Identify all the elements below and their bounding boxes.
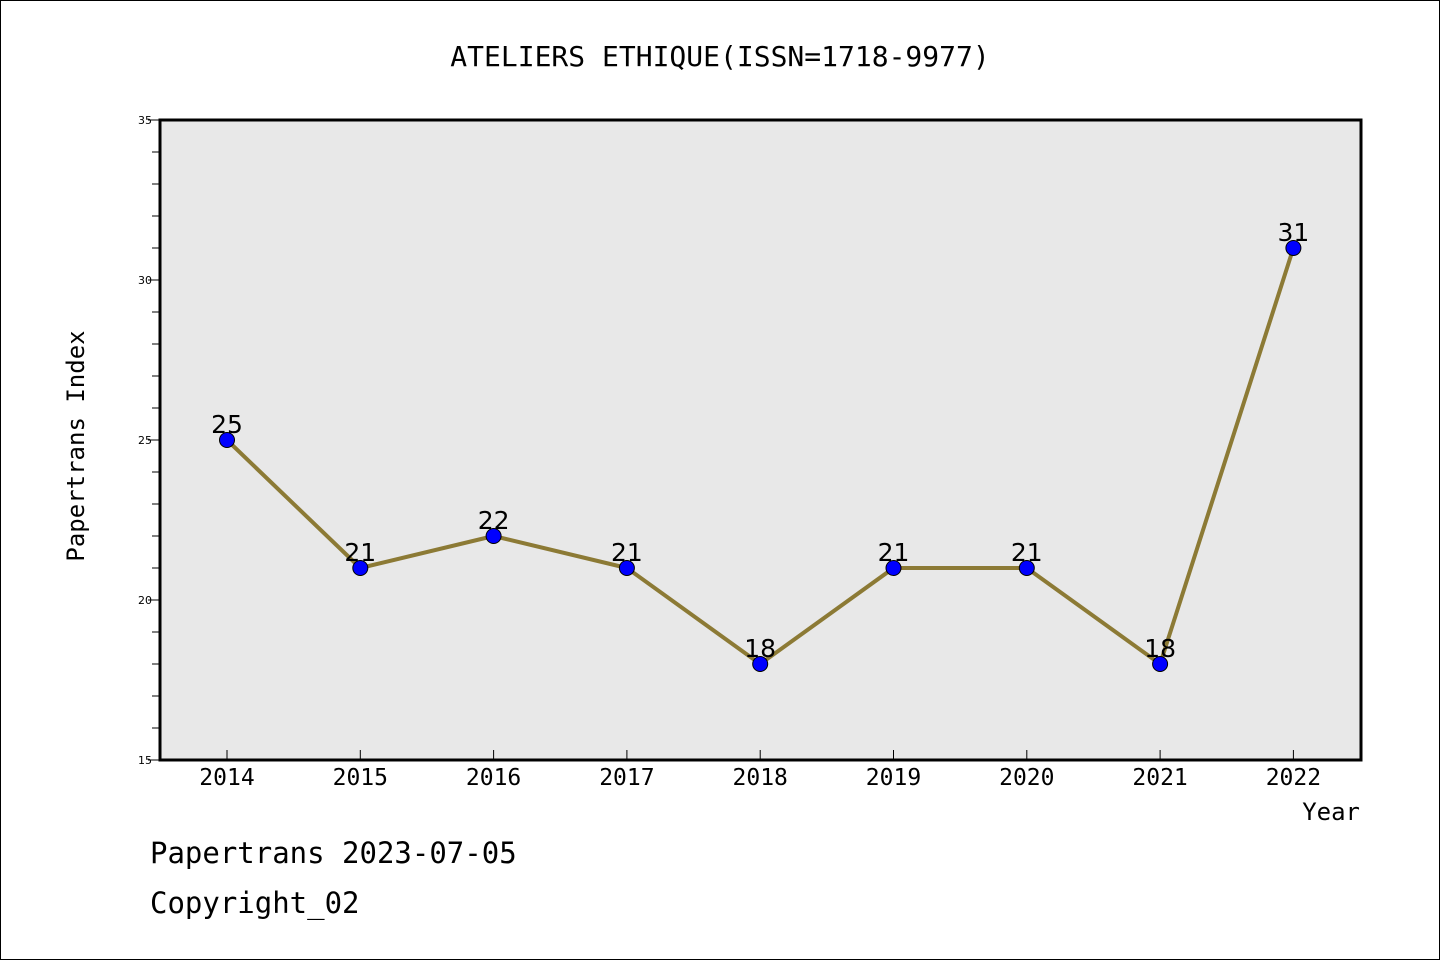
data-labels: 25 21 22 21 18 21 21 18 31	[211, 218, 1309, 663]
data-label: 18	[1144, 634, 1176, 663]
x-tick-label: 2022	[1266, 765, 1321, 791]
y-tick-label: 30	[138, 274, 152, 287]
data-label: 18	[744, 634, 776, 663]
data-point	[485, 528, 502, 544]
x-tick-label: 2016	[466, 765, 521, 791]
data-label: 21	[344, 538, 376, 567]
chart-title: ATELIERS ETHIQUE(ISSN=1718-9977)	[450, 40, 989, 73]
x-axis-ticks: 2014 2015 2016 2017 2018 2019 2020 2021 2022	[199, 750, 1321, 791]
data-label: 21	[611, 538, 643, 567]
data-point	[352, 560, 369, 576]
data-label: 25	[211, 410, 243, 439]
x-tick-label: 2014	[199, 765, 254, 791]
data-label: 21	[1011, 538, 1043, 567]
data-point	[1018, 560, 1035, 576]
y-tick-label: 20	[138, 594, 152, 607]
data-label: 31	[1277, 218, 1309, 247]
data-label: 22	[478, 506, 510, 535]
x-tick-label: 2017	[599, 765, 654, 791]
x-tick-label: 2021	[1132, 765, 1187, 791]
data-point	[1285, 240, 1302, 256]
x-tick-label: 2015	[333, 765, 388, 791]
y-tick-label: 35	[138, 114, 152, 127]
data-point	[752, 656, 769, 672]
footer-date-line: Papertrans 2023-07-05	[150, 836, 517, 870]
x-tick-label: 2019	[866, 765, 921, 791]
data-point	[219, 432, 235, 448]
series-layer	[219, 240, 1302, 672]
y-axis-label: Papertrans Index	[62, 330, 90, 561]
data-point	[885, 560, 902, 576]
data-label: 21	[878, 538, 910, 567]
plot-area	[160, 120, 1361, 760]
data-point	[618, 560, 635, 576]
y-tick-label: 25	[138, 434, 152, 447]
y-axis-ticks: 15 20 25 30 35	[138, 114, 160, 767]
data-point	[1152, 656, 1169, 672]
plot-border	[158, 118, 1363, 762]
x-tick-label: 2018	[733, 765, 788, 791]
y-tick-label: 15	[138, 754, 152, 767]
x-axis-label: Year	[1302, 798, 1360, 826]
footer-copyright-line: Copyright_02	[150, 886, 360, 920]
x-tick-label: 2020	[999, 765, 1054, 791]
